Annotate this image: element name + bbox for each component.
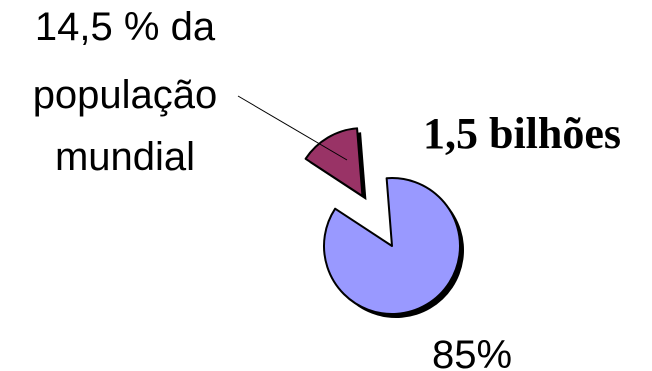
slice-label-line-2: população	[33, 73, 218, 117]
pie-slice-1	[323, 177, 461, 315]
annotation-label: 1,5 bilhões	[423, 109, 621, 158]
pie-slice-0	[304, 127, 364, 198]
value-label: 85%	[432, 333, 512, 371]
pie-slices	[304, 127, 464, 319]
leader-line	[237, 95, 348, 161]
slice-label-line-3: mundial	[55, 135, 195, 179]
slice-label-line-1: 14,5 % da	[35, 5, 216, 49]
